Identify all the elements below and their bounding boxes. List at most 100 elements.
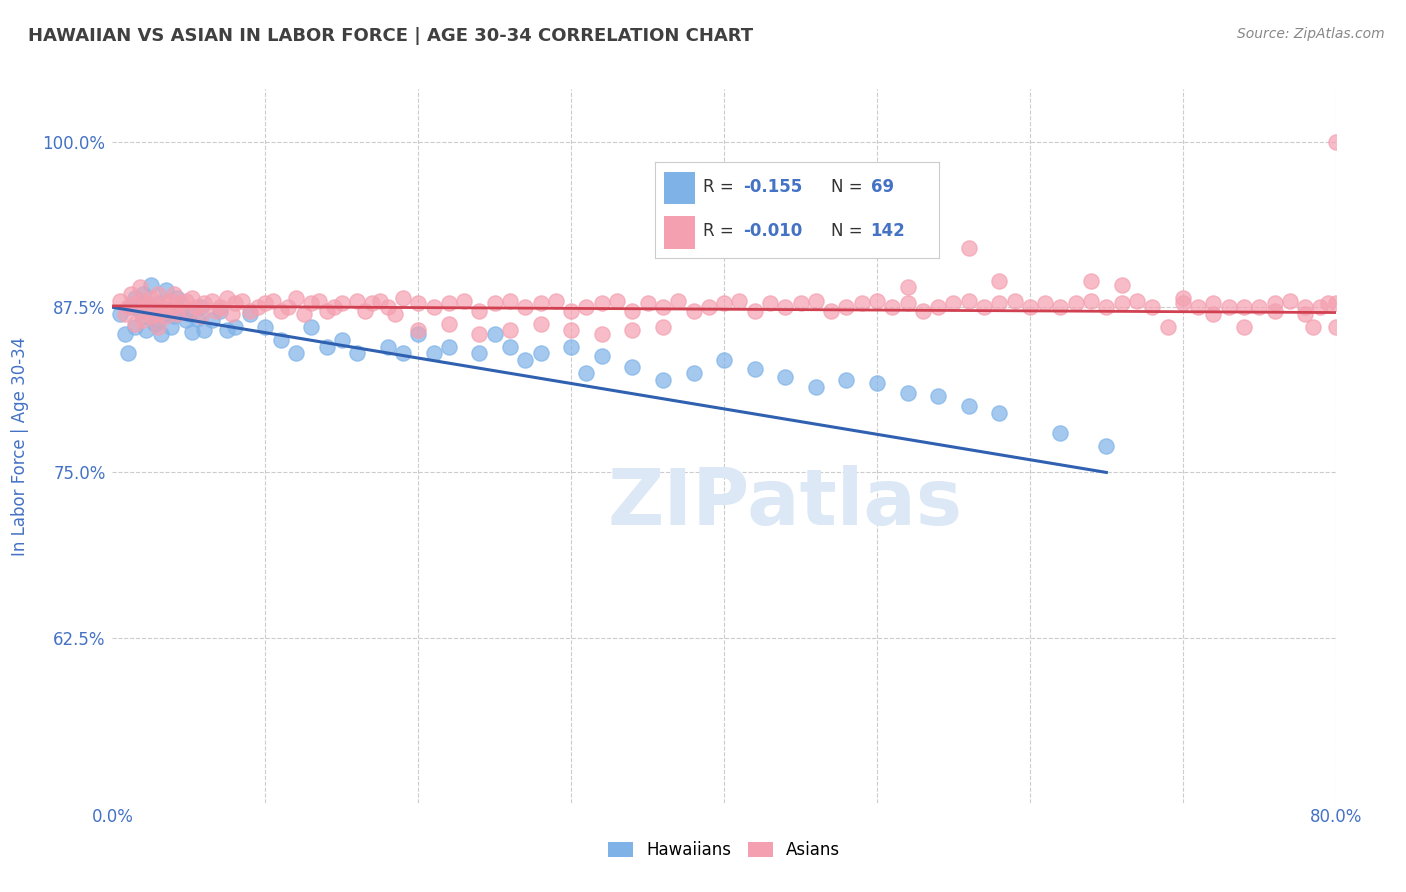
Point [163, 300, 186, 314]
Point [392, 346, 415, 360]
Point [530, 346, 553, 360]
Point [957, 293, 980, 308]
Point [135, 296, 157, 310]
Point [117, 346, 139, 360]
Text: R =: R = [703, 178, 740, 196]
Point [1233, 300, 1256, 314]
Point [143, 318, 166, 332]
Point [789, 296, 811, 310]
Point [1317, 296, 1340, 310]
Point [1294, 300, 1316, 314]
Point [114, 307, 136, 321]
Point [277, 300, 299, 314]
Point [897, 386, 920, 401]
Point [181, 326, 204, 340]
Point [148, 296, 170, 310]
Point [155, 283, 177, 297]
Point [330, 333, 353, 347]
Point [174, 293, 197, 308]
Point [239, 307, 262, 321]
Point [163, 310, 186, 324]
Point [129, 304, 152, 318]
Point [346, 346, 368, 360]
Point [408, 326, 430, 341]
Point [499, 293, 522, 308]
Point [135, 323, 157, 337]
Point [361, 296, 384, 310]
Point [682, 367, 704, 381]
Point [866, 293, 889, 308]
Point [148, 307, 170, 321]
Point [697, 300, 720, 314]
Point [155, 296, 177, 310]
Point [217, 323, 239, 337]
Point [713, 296, 735, 310]
Text: N =: N = [831, 178, 868, 196]
Point [1111, 277, 1133, 292]
Point [170, 304, 193, 318]
Point [353, 304, 375, 318]
Point [1171, 291, 1194, 305]
Y-axis label: In Labor Force | Age 30-34: In Labor Force | Age 30-34 [11, 336, 28, 556]
Point [270, 304, 292, 318]
Point [1033, 296, 1056, 310]
Point [330, 296, 353, 310]
Point [299, 320, 322, 334]
Text: -0.155: -0.155 [742, 178, 803, 196]
Point [621, 304, 644, 318]
Point [591, 349, 613, 363]
Point [139, 291, 162, 305]
Point [1095, 439, 1118, 453]
Text: N =: N = [831, 222, 868, 240]
Point [851, 296, 873, 310]
Point [652, 373, 675, 387]
Point [530, 318, 553, 332]
Point [927, 300, 949, 314]
Text: HAWAIIAN VS ASIAN IN LABOR FORCE | AGE 30-34 CORRELATION CHART: HAWAIIAN VS ASIAN IN LABOR FORCE | AGE 3… [28, 27, 754, 45]
Point [190, 300, 212, 314]
Point [217, 291, 239, 305]
Point [544, 293, 567, 308]
Point [437, 340, 460, 354]
Point [652, 320, 675, 334]
Point [346, 293, 368, 308]
Point [208, 300, 231, 314]
Point [148, 313, 170, 327]
Point [299, 296, 322, 310]
Point [190, 310, 212, 324]
Point [132, 287, 155, 301]
Point [1080, 293, 1102, 308]
Point [148, 287, 170, 301]
Point [666, 293, 689, 308]
Point [866, 376, 889, 390]
Text: ZIPatlas: ZIPatlas [607, 465, 963, 541]
Point [408, 323, 430, 337]
Point [468, 346, 491, 360]
Point [1018, 300, 1040, 314]
Point [129, 280, 152, 294]
Point [1004, 293, 1026, 308]
Point [148, 320, 170, 334]
Point [637, 296, 659, 310]
Point [897, 280, 920, 294]
Point [484, 296, 506, 310]
Point [1278, 293, 1301, 308]
Point [1302, 320, 1324, 334]
Point [150, 326, 173, 341]
Point [205, 304, 228, 318]
Point [124, 291, 146, 305]
Point [124, 320, 146, 334]
Point [422, 346, 444, 360]
Point [1264, 296, 1286, 310]
Point [231, 293, 253, 308]
Point [1202, 296, 1225, 310]
Point [181, 291, 204, 305]
Point [139, 277, 162, 292]
Point [224, 320, 246, 334]
Point [129, 304, 152, 318]
Point [193, 323, 215, 337]
Point [499, 340, 522, 354]
Point [284, 291, 308, 305]
Point [114, 326, 136, 341]
Point [166, 307, 188, 321]
